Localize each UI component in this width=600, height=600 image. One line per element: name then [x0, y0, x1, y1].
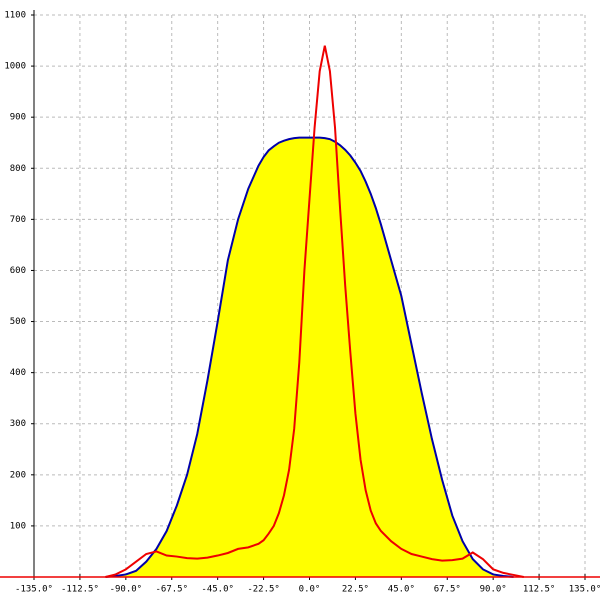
y-tick-label: 1100 [4, 11, 26, 21]
x-tick-label: -112.5° [61, 585, 99, 595]
x-tick-label: 0.0° [299, 585, 321, 595]
x-tick-label: -67.5° [155, 585, 188, 595]
y-tick-label: 400 [10, 368, 26, 378]
x-tick-label: -22.5° [247, 585, 280, 595]
y-tick-label: 700 [10, 215, 26, 225]
x-tick-label: -90.0° [110, 585, 143, 595]
x-tick-label: 112.5° [523, 585, 556, 595]
y-tick-label: 900 [10, 113, 26, 123]
y-tick-label: 200 [10, 470, 26, 480]
x-tick-label: 135.0° [569, 585, 600, 595]
x-tick-label: -135.0° [15, 585, 53, 595]
x-tick-label: -45.0° [201, 585, 234, 595]
x-tick-label: 22.5° [342, 585, 369, 595]
x-tick-label: 90.0° [480, 585, 507, 595]
series-line [105, 45, 524, 578]
y-tick-label: 1000 [4, 62, 26, 72]
x-tick-label: 67.5° [434, 585, 461, 595]
y-tick-label: 500 [10, 317, 26, 327]
y-tick-label: 800 [10, 164, 26, 174]
x-tick-label: 45.0° [388, 585, 415, 595]
y-tick-label: 300 [10, 419, 26, 429]
area [105, 137, 514, 578]
y-tick-label: 100 [10, 521, 26, 531]
y-tick-label: 600 [10, 266, 26, 276]
